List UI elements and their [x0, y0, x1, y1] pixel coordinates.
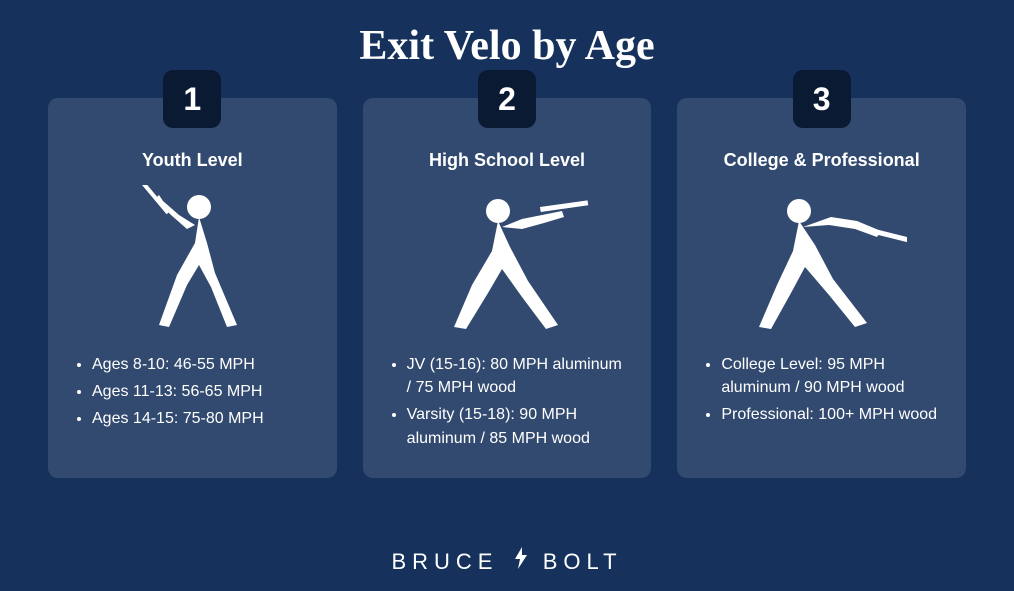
cards-row: 1 Youth Level Ages 8-10: 46-55 MPH Ages … — [0, 98, 1014, 478]
bullet-item: Ages 14-15: 75-80 MPH — [92, 407, 315, 430]
card-bullets: Ages 8-10: 46-55 MPH Ages 11-13: 56-65 M… — [70, 353, 315, 431]
bullet-item: JV (15-16): 80 MPH aluminum / 75 MPH woo… — [407, 353, 630, 399]
batter-stance-icon — [70, 185, 315, 335]
card-title: College & Professional — [699, 150, 944, 171]
card-number-badge: 1 — [163, 70, 221, 128]
brand-right: BOLT — [543, 549, 623, 574]
bullet-item: Ages 8-10: 46-55 MPH — [92, 353, 315, 376]
card-title: Youth Level — [70, 150, 315, 171]
batter-contact-icon — [385, 185, 630, 335]
bullet-item: Varsity (15-18): 90 MPH aluminum / 85 MP… — [407, 403, 630, 449]
brand-left: BRUCE — [391, 549, 498, 574]
card-college-pro: 3 College & Professional College Level: … — [677, 98, 966, 478]
card-bullets: JV (15-16): 80 MPH aluminum / 75 MPH woo… — [385, 353, 630, 450]
bullet-item: College Level: 95 MPH aluminum / 90 MPH … — [721, 353, 944, 399]
card-number-badge: 3 — [793, 70, 851, 128]
batter-followthrough-icon — [699, 185, 944, 335]
card-number-badge: 2 — [478, 70, 536, 128]
card-youth: 1 Youth Level Ages 8-10: 46-55 MPH Ages … — [48, 98, 337, 478]
brand-logo: BRUCE BOLT — [0, 549, 1014, 577]
bullet-item: Professional: 100+ MPH wood — [721, 403, 944, 426]
bullet-item: Ages 11-13: 56-65 MPH — [92, 380, 315, 403]
card-bullets: College Level: 95 MPH aluminum / 90 MPH … — [699, 353, 944, 427]
lightning-bolt-icon — [513, 547, 529, 575]
card-highschool: 2 High School Level JV (15-16): 80 MPH a… — [363, 98, 652, 478]
card-title: High School Level — [385, 150, 630, 171]
